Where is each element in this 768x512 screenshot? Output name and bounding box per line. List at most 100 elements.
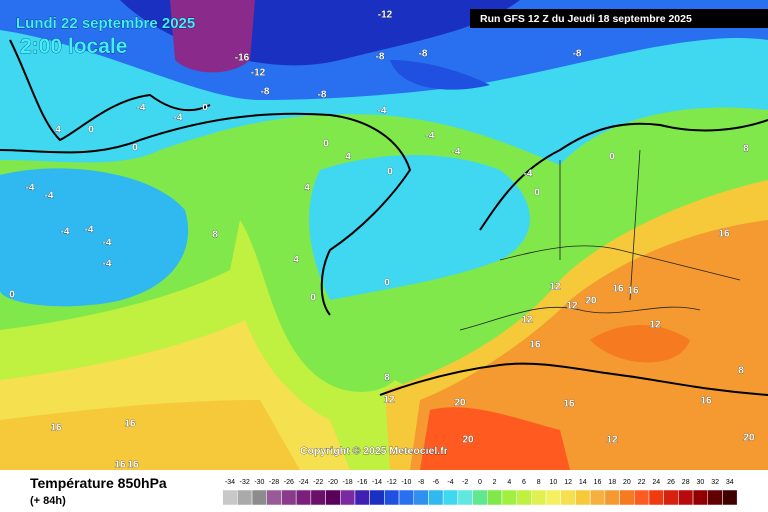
contour-label: 4 (304, 183, 310, 194)
scale-swatch (545, 489, 561, 506)
scale-label: 8 (537, 479, 541, 486)
scale-swatch (251, 489, 268, 506)
scale-label: 0 (478, 479, 482, 486)
run-bar (470, 9, 768, 28)
contour-label: -8 (419, 49, 428, 60)
contour-label: -8 (318, 90, 327, 101)
scale-swatch (604, 489, 620, 506)
contour-label: 0 (132, 143, 138, 154)
contour-label: 12 (566, 301, 578, 312)
contour-label: 16 (124, 419, 136, 430)
scale-swatch (678, 489, 694, 506)
scale-label: -18 (343, 479, 353, 486)
contour-label: -4 (45, 191, 54, 202)
scale-label: -32 (240, 479, 250, 486)
scale-label: -10 (401, 479, 411, 486)
contour-label: -8 (573, 49, 582, 60)
contour-label: 0 (88, 125, 94, 136)
scale-swatch (428, 489, 444, 506)
scale-swatch (354, 489, 370, 506)
contour-labels: -12-16-12-8 -8-8 -8 -8-4-4-40-4-40404-4-4-4… (9, 9, 755, 470)
scale-label: -30 (254, 479, 264, 486)
contour-label: 12 (606, 435, 618, 446)
scale-label: -34 (225, 479, 235, 486)
contour-label: 0 (387, 167, 393, 178)
scale-swatch (707, 489, 723, 506)
contour-label: -4 (26, 183, 35, 194)
contour-label: 0 (609, 152, 615, 163)
scale-swatch (237, 489, 253, 506)
contour-label: -8 (376, 52, 385, 63)
contour-label: -4 (103, 238, 112, 249)
contour-label: 16 (700, 396, 712, 407)
contour-label: -4 (452, 147, 461, 158)
time: 2:00 locale (20, 35, 127, 58)
legend-lead: (+ 84h) (30, 495, 66, 507)
contour-label: 0 (9, 290, 15, 301)
scale-label: 22 (638, 479, 646, 486)
contour-label: -16 (235, 53, 250, 64)
scale-swatch (281, 489, 297, 506)
scale-label: -2 (462, 479, 468, 486)
contour-label: 4 (345, 152, 351, 163)
contour-label: 16 (718, 229, 730, 240)
scale-swatch (295, 489, 312, 506)
date: Lundi 22 septembre 2025 (16, 15, 195, 32)
contour-label: -12 (378, 10, 393, 21)
contour-label: 12 (521, 315, 533, 326)
contour-label: 8 (743, 144, 749, 155)
scale-label: -16 (357, 479, 367, 486)
contour-label: -4 (61, 227, 70, 238)
scale-swatch (722, 489, 738, 506)
scale-label: 24 (652, 479, 660, 486)
contour-label: -12 (251, 68, 266, 79)
scale-swatch (589, 489, 606, 506)
scale-label: 4 (507, 479, 511, 486)
scale-swatch (648, 489, 664, 506)
scale-swatch (516, 489, 532, 506)
scale-label: -8 (418, 479, 424, 486)
contour-label: 0 (310, 293, 316, 304)
run-info: Run GFS 12 Z du Jeudi 18 septembre 2025 (480, 13, 692, 25)
contour-label: 12 (383, 395, 395, 406)
scale-label: 20 (623, 479, 631, 486)
scale-label: 2 (493, 479, 497, 486)
contour-label: -4 (174, 113, 183, 124)
contour-label: 20 (454, 398, 466, 409)
copyright: Copyright © 2025 Meteociel.fr (300, 445, 448, 457)
scale-label: 18 (608, 479, 616, 486)
contour-label: 0 (534, 188, 540, 199)
scale-swatch (634, 489, 650, 506)
scale-label: 30 (697, 479, 705, 486)
scale-swatch (619, 489, 635, 506)
contour-label: 16 (627, 286, 639, 297)
scale-label: -20 (328, 479, 338, 486)
scale-swatch (384, 489, 400, 506)
contour-label: -4 (524, 169, 533, 180)
contour-label: -4 (85, 225, 94, 236)
contour-label: 0 (384, 278, 390, 289)
contour-label: 8 (738, 366, 744, 377)
contour-label: 16 (563, 399, 575, 410)
contour-label: 16 (50, 423, 62, 434)
contour-label: 0 (202, 103, 208, 114)
scale-swatch (501, 489, 517, 506)
scale-swatch (413, 489, 429, 506)
scale-label: 10 (550, 479, 558, 486)
scale-label: 14 (579, 479, 587, 486)
contour-label: -4 (137, 103, 146, 114)
scale-swatch (692, 489, 708, 506)
contour-label: 0 (323, 139, 329, 150)
scale-swatch (487, 489, 503, 506)
contour-label: -4 (103, 259, 112, 270)
color-scale: -34 -32 -30 -28 -26 -24 -22 -20 -18 -16 -14 -12 -10-… (222, 479, 738, 506)
legend-title: Température 850hPa (30, 475, 167, 491)
scale-label: 32 (711, 479, 719, 486)
contour-label: -4 (378, 106, 387, 117)
contour-label: 20 (585, 296, 597, 307)
contour-label: 20 (462, 435, 474, 446)
contour-label: 16 (529, 340, 541, 351)
scale-label: -26 (284, 479, 294, 486)
contour-label: -8 (261, 87, 270, 98)
